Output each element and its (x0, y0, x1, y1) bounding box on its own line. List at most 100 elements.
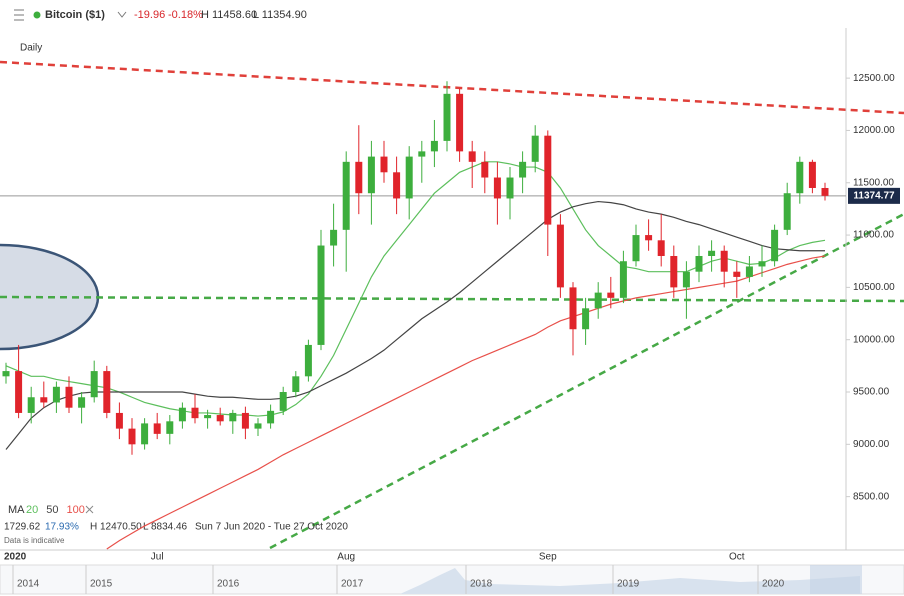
candle-body (292, 376, 300, 393)
stat-low: L 8834.46 (143, 522, 188, 533)
candle-body (481, 161, 489, 178)
candle-body (367, 156, 375, 194)
candle-body (166, 421, 174, 434)
status-dot (33, 11, 41, 19)
candle-body (758, 261, 766, 267)
year-label: 2020 (4, 552, 27, 563)
candle-body (342, 161, 350, 230)
candle-body (65, 386, 73, 408)
candle-body (695, 255, 703, 272)
stat-change: 1729.62 (4, 522, 41, 533)
candle-body (670, 255, 678, 288)
stat-note: Data is indicative (4, 536, 65, 545)
candle-body (443, 93, 451, 141)
price-tag (848, 187, 900, 204)
y-tick-label: 11500.00 (853, 177, 894, 188)
candle-body (808, 161, 816, 188)
candle-body (279, 392, 287, 411)
candle-body (317, 245, 325, 345)
instrument-name[interactable]: Bitcoin ($1) (45, 9, 105, 21)
candle-body (304, 344, 312, 377)
navigator-year: 2016 (217, 579, 240, 590)
candle-body (733, 271, 741, 277)
candle-body (216, 415, 224, 422)
y-tick-label: 12500.00 (853, 73, 895, 84)
change-pct: -0.18% (168, 9, 203, 21)
candle-body (632, 235, 640, 262)
candle-body (103, 371, 111, 413)
candle-body (745, 266, 753, 277)
low: L 11354.90 (253, 9, 307, 21)
candle-body (619, 261, 627, 298)
candle-body (720, 250, 728, 272)
candle-body (607, 292, 615, 298)
navigator[interactable] (0, 564, 904, 595)
navigator-year: 2019 (617, 579, 640, 590)
trend-line (0, 60, 904, 115)
high: H 11458.60 (201, 9, 257, 21)
candle-body (519, 161, 527, 178)
legend-entry: 100 (67, 504, 85, 516)
y-tick-label: 9000.00 (853, 439, 890, 450)
candle-body (456, 93, 464, 152)
candle-body (796, 161, 804, 194)
interval: Daily (20, 43, 42, 54)
menu-icon[interactable] (14, 9, 24, 21)
candle-body (771, 229, 779, 262)
toolbar: Bitcoin ($1) -19.96 -0.18% H 11458.60 L … (14, 9, 307, 21)
price-tag-label: 11374.77 (853, 190, 895, 201)
ma-label: MA (8, 504, 25, 516)
candle-body (153, 423, 161, 434)
stat-high: H 12470.50 (90, 522, 142, 533)
candle-body (330, 229, 338, 246)
candle-body (657, 240, 665, 256)
navigator-year: 2018 (470, 579, 493, 590)
support-line (0, 295, 904, 303)
candle-body (241, 412, 249, 429)
candle-body (645, 235, 653, 241)
candle-body (506, 177, 514, 199)
candle-body (405, 156, 413, 199)
y-tick-label: 12000.00 (853, 125, 895, 136)
candle-body (682, 271, 690, 288)
plot-annotations (0, 60, 904, 550)
navigator-year: 2017 (341, 579, 364, 590)
y-tick-label: 8500.00 (853, 491, 890, 502)
candle-body (418, 151, 426, 157)
navigator-year: 2015 (90, 579, 113, 590)
candle-body (708, 250, 716, 256)
moving-average (106, 255, 826, 550)
candle-body (783, 193, 791, 230)
candle-body (493, 177, 501, 199)
candle-body (254, 423, 262, 429)
candle-body (128, 428, 136, 445)
ma-close-icon[interactable] (85, 505, 94, 514)
y-tick-label: 9500.00 (853, 387, 890, 398)
legend-entry: 50 (46, 504, 58, 516)
candle-body (204, 415, 212, 419)
candle-body (468, 151, 476, 162)
x-tick-label: Jul (151, 552, 164, 563)
candle-body (380, 156, 388, 173)
candle-body (582, 308, 590, 330)
change: -19.96 (134, 9, 165, 21)
candle-body (52, 386, 60, 403)
candle-body (178, 407, 186, 422)
candle-body (531, 135, 539, 162)
candle-body (40, 397, 48, 403)
candle-body (544, 135, 552, 225)
x-tick-label: Oct (729, 552, 745, 563)
dropdown-icon[interactable] (117, 11, 127, 18)
navigator-year: 2014 (17, 579, 40, 590)
x-tick-label: Aug (337, 552, 355, 563)
navigator-area (400, 568, 860, 594)
candle-body (594, 292, 602, 309)
navigator-year: 2020 (762, 579, 785, 590)
candle-body (191, 407, 199, 419)
candle-body (355, 161, 363, 194)
candle-body (569, 287, 577, 330)
navigator-window[interactable] (810, 565, 862, 594)
stats: 1729.62 17.93% H 12470.50 L 8834.46 Sun … (4, 522, 348, 545)
candle-body (556, 224, 564, 288)
